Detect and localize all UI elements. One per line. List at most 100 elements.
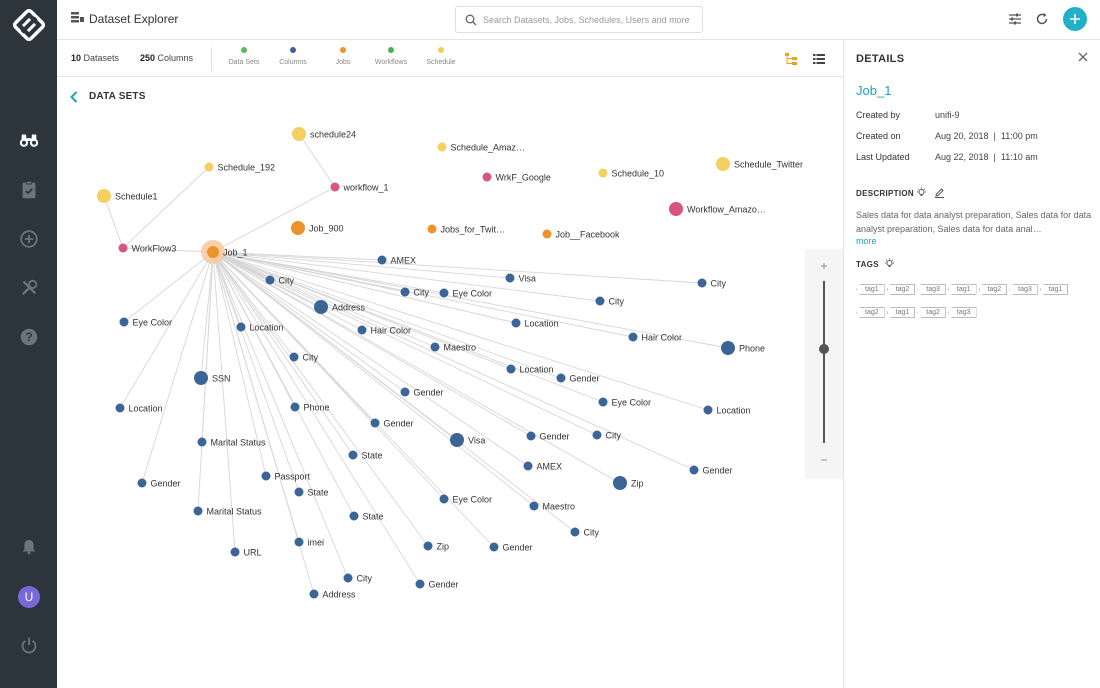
graph-node-dot[interactable] [193, 506, 203, 516]
graph-node-dot[interactable] [314, 300, 328, 314]
tag-chip[interactable]: tag1 [886, 307, 916, 318]
zoom-slider-handle[interactable] [819, 344, 829, 354]
selected-job-name[interactable]: Job_1 [856, 83, 892, 98]
graph-node-dot[interactable] [330, 182, 340, 192]
graph-node-dot[interactable] [294, 537, 304, 547]
graph-node-dot[interactable] [194, 371, 208, 385]
graph-node-dot[interactable] [570, 527, 580, 537]
graph-node-dot[interactable] [721, 341, 735, 355]
graph-node-dot[interactable] [689, 465, 699, 475]
notifications-bell-icon[interactable] [0, 526, 57, 566]
graph-node-dot[interactable] [97, 189, 111, 203]
graph-node-dot[interactable] [628, 332, 638, 342]
graph-node-dot[interactable] [703, 405, 713, 415]
graph-node-dot[interactable] [697, 278, 707, 288]
more-link[interactable]: more [856, 236, 877, 246]
graph-node-dot[interactable] [439, 288, 449, 298]
graph-node-dot[interactable] [716, 157, 730, 171]
graph-node-dot[interactable] [261, 471, 271, 481]
graph-node-dot[interactable] [669, 202, 683, 216]
graph-node-dot[interactable] [291, 221, 305, 235]
graph-node-dot[interactable] [119, 317, 129, 327]
graph-node-dot[interactable] [482, 172, 492, 182]
search-input[interactable] [483, 11, 697, 29]
graph-node-dot[interactable] [118, 243, 128, 253]
tag-chip[interactable]: tag2 [917, 307, 946, 318]
graph-node-dot[interactable] [511, 318, 521, 328]
graph-node-dot[interactable] [415, 579, 425, 589]
back-chevron-icon[interactable] [68, 90, 80, 104]
graph-node-dot[interactable] [289, 352, 299, 362]
nav-tasks-icon[interactable] [0, 170, 57, 210]
tag-chip[interactable]: tag2 [886, 284, 916, 295]
graph-node-dot[interactable] [542, 229, 552, 239]
graph-node-dot[interactable] [595, 296, 605, 306]
graph-node-dot[interactable] [430, 342, 440, 352]
graph-node-dot[interactable] [343, 573, 353, 583]
graph-node-dot[interactable] [197, 437, 207, 447]
zoom-out-button[interactable]: − [820, 453, 828, 467]
graph-node-dot[interactable] [309, 589, 319, 599]
graph-node-dot[interactable] [230, 547, 240, 557]
graph-node-dot[interactable] [290, 402, 300, 412]
global-search[interactable] [455, 6, 703, 33]
close-icon[interactable] [1077, 51, 1089, 63]
graph-node-dot[interactable] [423, 541, 433, 551]
graph-node-dot[interactable] [370, 418, 380, 428]
legend-item[interactable]: Jobs [318, 47, 368, 66]
graph-node-dot[interactable] [348, 450, 358, 460]
legend-item[interactable]: Columns [268, 47, 318, 66]
graph-node-dot[interactable] [598, 397, 608, 407]
list-view-icon[interactable] [812, 52, 826, 66]
tag-chip[interactable]: tag3 [917, 284, 946, 295]
graph-node-dot[interactable] [489, 542, 499, 552]
graph-node-dot[interactable] [529, 501, 539, 511]
tag-chip[interactable]: tag1 [947, 284, 977, 295]
nav-explorer-icon[interactable] [0, 120, 57, 160]
graph-node-dot[interactable] [377, 255, 387, 265]
graph-node-dot[interactable] [292, 127, 306, 141]
graph-node-dot[interactable] [294, 487, 304, 497]
lightbulb-icon[interactable] [884, 258, 895, 269]
graph-node-dot[interactable] [592, 430, 602, 440]
graph-node-dot[interactable] [400, 387, 410, 397]
graph-node-dot[interactable] [400, 287, 410, 297]
graph-node-dot[interactable] [598, 168, 608, 178]
nav-tools-icon[interactable] [0, 268, 57, 308]
legend-item[interactable]: Schedule [416, 47, 466, 66]
graph-node-dot[interactable] [523, 461, 533, 471]
graph-node-dot[interactable] [349, 511, 359, 521]
user-avatar[interactable]: U [18, 586, 40, 608]
app-logo-icon[interactable] [13, 9, 45, 41]
tree-view-icon[interactable] [784, 52, 798, 66]
graph-node-dot[interactable] [556, 373, 566, 383]
filter-settings-button[interactable] [1006, 10, 1024, 28]
power-icon[interactable] [0, 625, 57, 665]
legend-item[interactable]: Data Sets [219, 47, 269, 66]
tag-chip[interactable]: tag3 [947, 307, 977, 318]
graph-node-dot[interactable] [437, 142, 447, 152]
nav-add-icon[interactable] [0, 219, 57, 259]
graph-node-dot[interactable] [357, 325, 367, 335]
graph-node-dot[interactable] [505, 273, 515, 283]
graph-node-dot[interactable] [265, 275, 275, 285]
graph-node-dot[interactable] [207, 246, 219, 258]
graph-node-dot[interactable] [204, 162, 214, 172]
create-new-button[interactable] [1063, 7, 1087, 31]
legend-item[interactable]: Workflows [366, 47, 416, 66]
tag-chip[interactable]: tag2 [856, 307, 885, 318]
graph-node-dot[interactable] [137, 478, 147, 488]
graph-node-dot[interactable] [506, 364, 516, 374]
graph-node-dot[interactable] [450, 433, 464, 447]
zoom-slider-track[interactable] [823, 281, 825, 443]
graph-node-dot[interactable] [236, 322, 246, 332]
graph-node-dot[interactable] [427, 224, 437, 234]
tag-chip[interactable]: tag2 [978, 284, 1008, 295]
tag-chip[interactable]: tag3 [1009, 284, 1038, 295]
refresh-button[interactable] [1033, 10, 1051, 28]
zoom-in-button[interactable]: + [820, 259, 828, 273]
graph-node-dot[interactable] [526, 431, 536, 441]
lightbulb-icon[interactable] [916, 187, 927, 198]
graph-node-dot[interactable] [613, 476, 627, 490]
tag-chip[interactable]: tag1 [856, 284, 885, 295]
